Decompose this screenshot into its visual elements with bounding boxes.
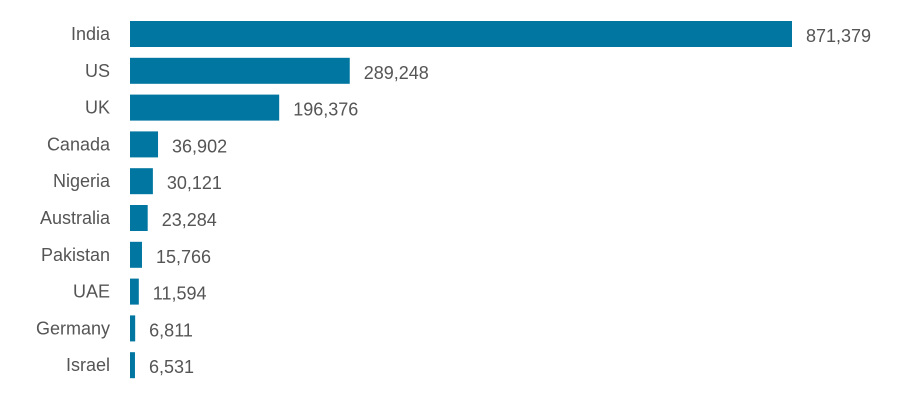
category-label-canada: Canada [47, 134, 111, 154]
value-labels-group: 871,379 289,248 196,376 36,902 30,121 23,284 1… [149, 26, 871, 377]
value-label-israel: 6,531 [149, 357, 194, 377]
category-labels-group: India US UK Canada Nigeria Australia Pakistan U… [36, 24, 111, 375]
value-label-us: 289,248 [364, 63, 429, 83]
category-label-pakistan: Pakistan [41, 245, 110, 265]
bar-nigeria [130, 168, 153, 195]
value-label-uk: 196,376 [293, 100, 358, 120]
value-label-nigeria: 30,121 [167, 173, 222, 193]
category-label-us: US [85, 61, 110, 81]
bar-uk [130, 94, 280, 121]
category-label-australia: Australia [40, 208, 111, 228]
bar-us [130, 57, 350, 84]
category-label-germany: Germany [36, 318, 110, 338]
bar-australia [130, 205, 148, 231]
bars-group [130, 21, 792, 379]
bar-uae [130, 278, 139, 305]
category-label-nigeria: Nigeria [53, 171, 111, 191]
category-label-israel: Israel [66, 355, 110, 375]
value-label-canada: 36,902 [172, 136, 227, 156]
bar-germany [130, 315, 136, 342]
category-label-india: India [71, 24, 111, 44]
category-label-uk: UK [85, 98, 110, 118]
value-label-pakistan: 15,766 [156, 247, 211, 267]
bar-india [130, 21, 792, 47]
bar-canada [130, 131, 159, 158]
value-label-india: 871,379 [806, 26, 871, 46]
bar-israel [130, 352, 135, 379]
value-label-uae: 11,594 [153, 284, 207, 304]
value-label-germany: 6,811 [149, 320, 193, 340]
bar-pakistan [130, 241, 142, 268]
value-label-australia: 23,284 [162, 210, 217, 230]
category-label-uae: UAE [73, 282, 110, 302]
